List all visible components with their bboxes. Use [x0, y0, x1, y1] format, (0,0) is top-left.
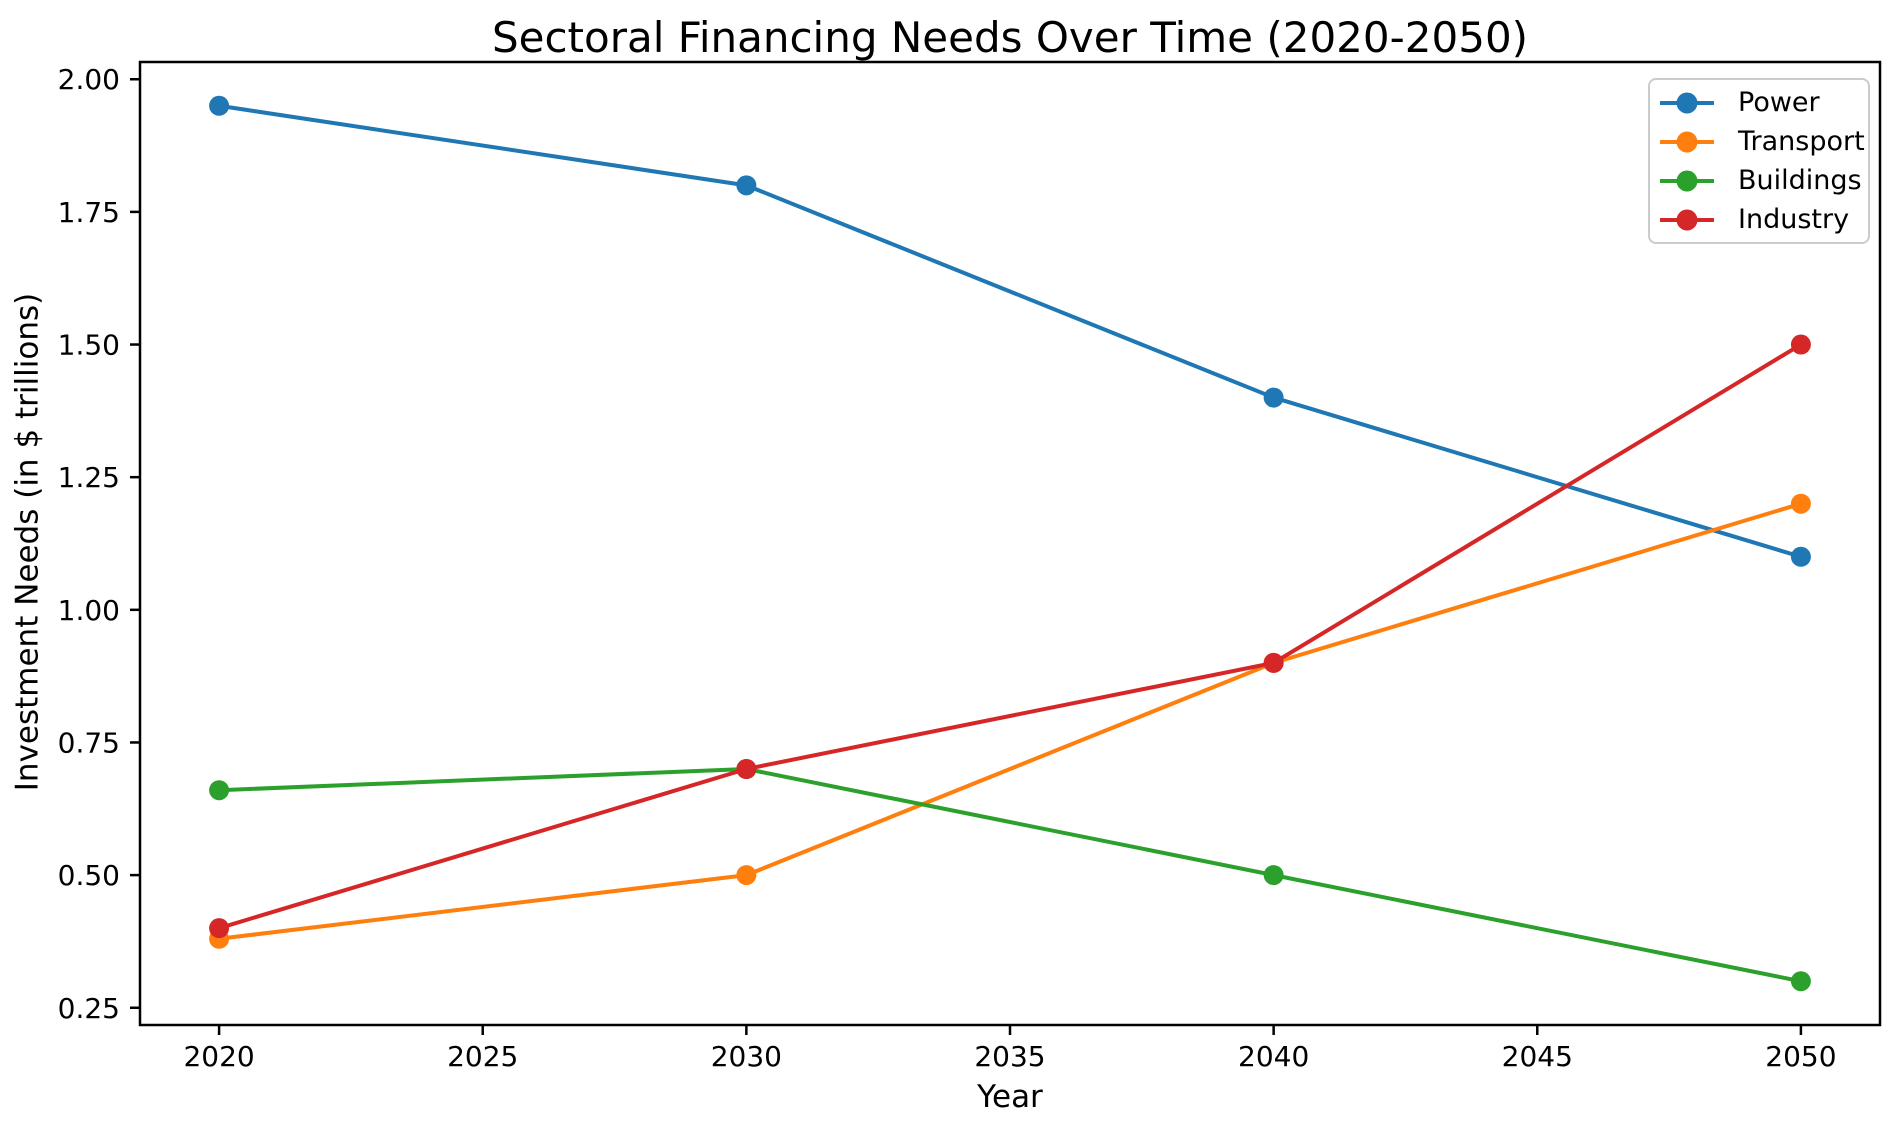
legend-item-transport: Transport: [1659, 122, 1865, 161]
legend-label-industry: Industry: [1738, 204, 1850, 235]
legend-marker-power-icon: [1659, 90, 1715, 116]
data-point-power-2020: [209, 95, 230, 116]
series-line-transport: [217, 501, 1803, 941]
y-tick-label: 2.00: [58, 63, 120, 96]
series-line-buildings: [217, 766, 1803, 984]
legend-label-transport: Transport: [1738, 126, 1865, 157]
x-tick-label: 2040: [1238, 1040, 1309, 1073]
data-point-industry-2030: [736, 758, 757, 779]
x-tick-label: 2035: [974, 1040, 1045, 1073]
data-point-industry-2040: [1263, 652, 1284, 673]
y-tick-label: 1.00: [58, 594, 120, 627]
x-axis-label: Year: [977, 1079, 1043, 1115]
x-tick-label: 2050: [1765, 1040, 1836, 1073]
data-point-transport-2030: [736, 865, 757, 886]
legend-item-industry: Industry: [1659, 200, 1859, 239]
data-point-buildings-2040: [1263, 865, 1284, 886]
y-axis-label: Investment Needs (in $ trillions): [9, 292, 46, 792]
x-tick-label: 2045: [1502, 1040, 1573, 1073]
series-line-industry: [217, 342, 1803, 931]
legend-marker-buildings-icon: [1659, 168, 1715, 194]
y-tick-label: 1.50: [58, 329, 120, 362]
data-point-power-2040: [1263, 387, 1284, 408]
legend-item-power: Power: [1659, 83, 1859, 122]
chart-title: Sectoral Financing Needs Over Time (2020…: [491, 13, 1529, 62]
data-point-power-2050: [1790, 546, 1811, 567]
y-tick-label: 0.50: [58, 859, 120, 892]
x-tick-label: 2025: [447, 1040, 518, 1073]
legend: Power Transport Buildings Industry: [1648, 78, 1870, 244]
legend-marker-transport-icon: [1659, 129, 1715, 155]
series-line-power: [217, 103, 1803, 559]
data-point-buildings-2020: [209, 780, 230, 801]
x-tick-label: 2030: [711, 1040, 782, 1073]
y-tick-label: 0.75: [58, 726, 120, 759]
data-point-buildings-2050: [1790, 971, 1811, 992]
y-tick-label: 1.25: [58, 461, 120, 494]
data-point-industry-2050: [1790, 334, 1811, 355]
x-tick-label: 2020: [183, 1040, 254, 1073]
legend-item-buildings: Buildings: [1659, 161, 1862, 200]
legend-label-buildings: Buildings: [1738, 165, 1862, 196]
plot-spines: [138, 60, 1882, 1027]
data-point-power-2030: [736, 175, 757, 196]
legend-label-power: Power: [1738, 87, 1820, 118]
y-tick-label: 1.75: [58, 196, 120, 229]
data-point-industry-2020: [209, 918, 230, 939]
y-tick-label: 0.25: [58, 992, 120, 1025]
data-point-transport-2050: [1790, 493, 1811, 514]
legend-marker-industry-icon: [1659, 207, 1715, 233]
